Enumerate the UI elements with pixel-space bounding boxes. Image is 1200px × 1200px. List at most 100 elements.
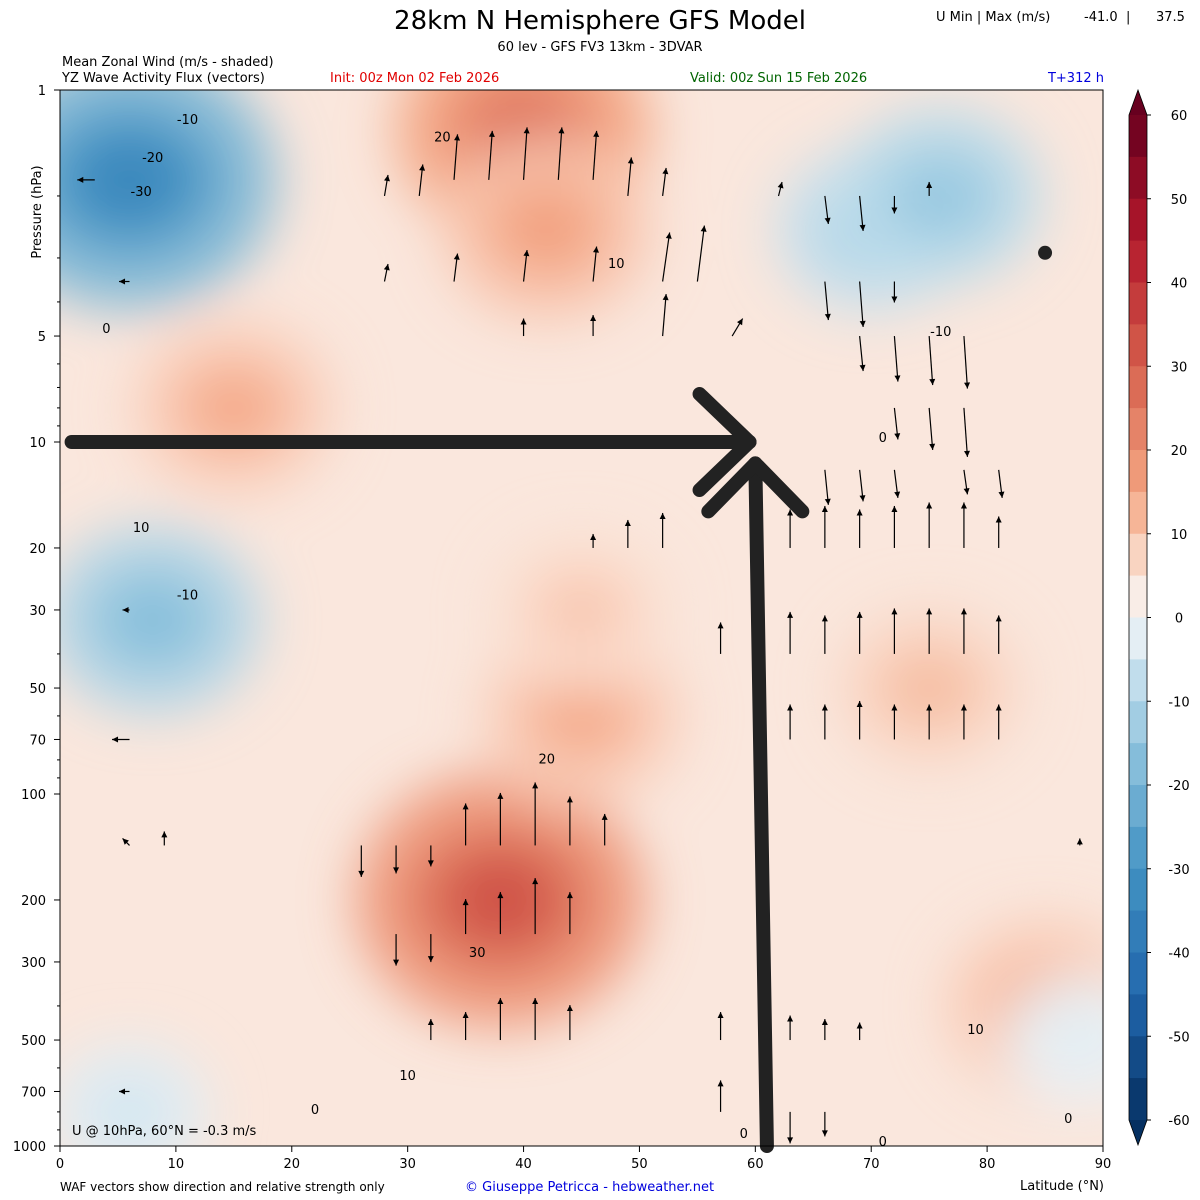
contour-label: -10 (177, 588, 198, 603)
waf-vector-head (453, 253, 460, 260)
waf-vector-head (998, 491, 1005, 498)
lead-time: T+312 h (1047, 71, 1104, 86)
waf-vector-head (393, 959, 400, 966)
waf-vector-head (960, 608, 967, 615)
x-axis-label: Latitude (°N) (1020, 1179, 1104, 1194)
x-axis: 0 10 20 30 40 50 60 70 80 90 (56, 1146, 1111, 1172)
colorbar-band (1129, 701, 1147, 744)
annotation-layer (64, 245, 1053, 1153)
waf-vector-head (824, 313, 831, 321)
waf-vector-head (821, 615, 828, 622)
waf-vector-head (926, 704, 933, 711)
colorbar-band (1129, 575, 1147, 618)
contour-label: 30 (469, 946, 486, 961)
wind-shading-layer (60, 90, 1103, 1146)
waf-vector-head (891, 608, 898, 615)
waf-vector-head (488, 130, 495, 138)
credit-link[interactable]: © Giuseppe Petricca - hebweather.net (465, 1180, 715, 1195)
x-tick-label: 20 (284, 1157, 301, 1172)
contour-label: 0 (1064, 1112, 1072, 1127)
waf-vector-head (856, 1022, 863, 1029)
x-tick-label: 90 (1095, 1157, 1112, 1172)
waf-vector-head (112, 736, 119, 743)
shading-peak (1056, 1021, 1103, 1059)
colorbar-band (1129, 240, 1147, 283)
y-tick-label: 5 (38, 330, 46, 345)
colorbar-band (1129, 491, 1147, 535)
waf-vector-head (926, 181, 933, 188)
shading-peak (550, 690, 613, 742)
waf-vector-head (929, 378, 936, 386)
contour-label: 0 (102, 322, 110, 337)
waf-vector (824, 281, 829, 321)
waf-vector-head (717, 1012, 724, 1019)
waf-vector (662, 232, 671, 282)
y-tick-label: 1 (38, 84, 46, 99)
stats-separator: | (1126, 10, 1131, 25)
y-tick-label: 300 (21, 956, 46, 971)
waf-vector-head (497, 892, 504, 899)
waf-vector (859, 281, 864, 328)
waf-vector-head (995, 704, 1002, 711)
waf-vector-head (824, 217, 831, 224)
x-tick-label: 10 (168, 1157, 185, 1172)
waf-vector-head (161, 831, 168, 838)
waf-vector-head (926, 502, 933, 509)
waf-vector-head (419, 164, 426, 171)
waf-vector-head (532, 782, 539, 789)
x-tick-label: 60 (747, 1157, 764, 1172)
waf-vector-head (627, 157, 634, 164)
waf-vector-head (856, 509, 863, 516)
waf-vector-head (700, 225, 707, 232)
x-tick-label: 0 (56, 1157, 64, 1172)
vertical-arrow-shaft (748, 456, 774, 1153)
vector-field-label: YZ Wave Activity Flux (vectors) (62, 71, 265, 86)
waf-vector-head (462, 899, 469, 906)
waf-vector-head (523, 127, 530, 134)
waf-vector-head (1076, 838, 1083, 845)
waf-vector-head (717, 1080, 724, 1087)
colorbar-band (1129, 366, 1147, 409)
waf-vector-head (859, 364, 866, 372)
waf-vector-head (929, 443, 936, 450)
shading-peak (553, 587, 610, 633)
shading-peak (909, 170, 972, 222)
shading-peak (105, 1092, 154, 1132)
point-value-annotation: U @ 10hPa, 60°N = -0.3 m/s (72, 1124, 257, 1139)
waf-vector-head (119, 1088, 126, 1095)
colorbar-band (1129, 785, 1147, 828)
colorbar-tick-label: -50 (1168, 1030, 1189, 1045)
waf-vector-head (532, 878, 539, 885)
waf-vector-head (824, 498, 831, 505)
shading-peak (202, 382, 265, 434)
y-tick-label: 30 (29, 604, 46, 619)
shaded-field-label: Mean Zonal Wind (m/s - shaded) (62, 55, 274, 70)
plot-area: -10 -20 -30 20 10 0 -10 0 10 -10 20 30 10 0 10 0 0 0 (59, 89, 1104, 1153)
waf-vector-head (963, 488, 970, 495)
colorbar-band (1129, 868, 1147, 912)
waf-vector-head (119, 278, 126, 285)
waf-vector (928, 335, 934, 386)
waf-vector-head (532, 998, 539, 1005)
waf-vector-head (926, 608, 933, 615)
colorbar-tick-label: 40 (1171, 277, 1188, 292)
waf-vector-head (601, 813, 608, 820)
waf-vector-head (454, 134, 461, 141)
waf-vector-head (427, 860, 434, 867)
colorbar-band (1129, 1078, 1147, 1121)
contour-label: 0 (879, 1135, 887, 1150)
colorbar-band (1129, 994, 1147, 1037)
y-tick-label: 70 (29, 733, 46, 748)
contour-label: 0 (311, 1103, 319, 1118)
colorbar-tick-label: 20 (1171, 444, 1188, 459)
waf-vector-head (566, 892, 573, 899)
colorbar-band (1129, 115, 1147, 158)
waf-vector-head (891, 505, 898, 512)
stats-min-value: -41.0 (1084, 10, 1118, 25)
colorbar-band (1129, 617, 1147, 660)
contour-label: 10 (133, 521, 150, 536)
waf-vector-head (566, 1005, 573, 1012)
waf-vector (893, 335, 899, 382)
colorbar-tick-label: -40 (1168, 947, 1189, 962)
colorbar-tick-label: 50 (1171, 193, 1188, 208)
